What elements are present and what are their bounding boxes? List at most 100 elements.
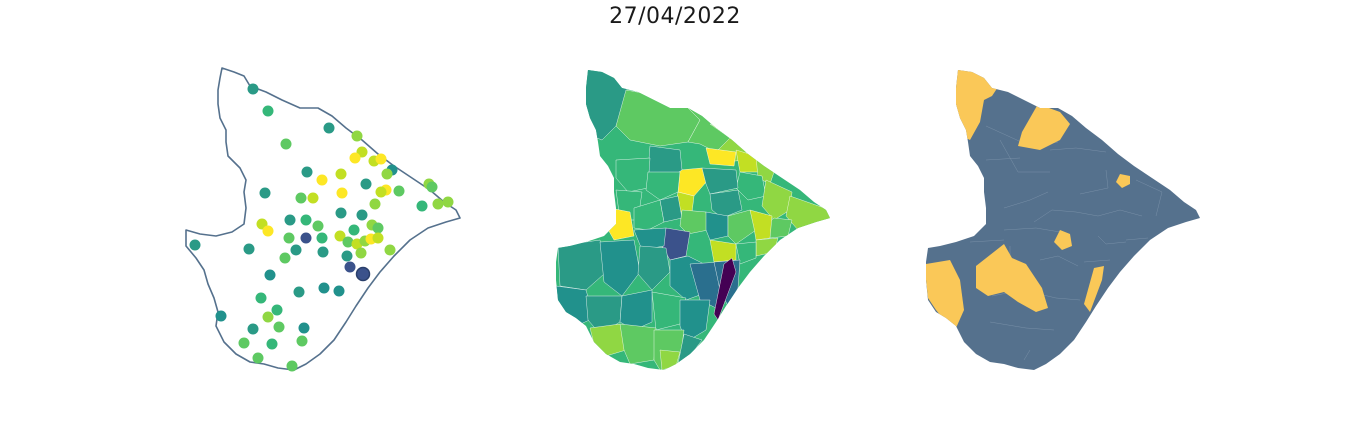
municipality-polygon — [633, 227, 667, 251]
choropleth-map — [530, 60, 870, 390]
station-point — [238, 337, 250, 349]
station-point — [295, 192, 307, 204]
station-point — [375, 186, 387, 198]
station-point — [296, 335, 308, 347]
station-point — [336, 187, 348, 199]
station-point — [318, 282, 330, 294]
station-point — [351, 130, 363, 142]
class-low-area — [950, 70, 1000, 140]
station-point — [284, 214, 296, 226]
station-point — [252, 352, 264, 364]
station-point — [426, 181, 438, 193]
municipality-polygon — [615, 89, 701, 147]
station-point — [355, 266, 371, 282]
class-low-area — [1116, 174, 1130, 188]
station-point — [372, 222, 384, 234]
station-point — [247, 83, 259, 95]
municipality-polygons — [556, 70, 830, 370]
station-point — [283, 232, 295, 244]
station-point — [416, 200, 428, 212]
municipality-polygon — [761, 179, 793, 221]
municipality-polygon — [599, 239, 641, 297]
choropleth-svg — [556, 70, 830, 370]
station-point — [262, 225, 274, 237]
municipality-polygon — [659, 195, 683, 223]
station-point — [266, 338, 278, 350]
station-point — [271, 304, 283, 316]
station-point — [369, 198, 381, 210]
station-point — [290, 244, 302, 256]
station-point — [333, 285, 345, 297]
station-point — [335, 168, 347, 180]
municipality-polygon — [679, 209, 709, 235]
station-point — [243, 243, 255, 255]
class-low-area — [926, 260, 964, 328]
municipality-polygon — [615, 157, 651, 193]
station-point — [273, 321, 285, 333]
station-point — [393, 185, 405, 197]
station-point — [344, 261, 356, 273]
municipality-polygon — [637, 245, 671, 291]
station-point — [300, 232, 312, 244]
class-low-area — [1018, 104, 1070, 150]
station-point — [259, 187, 271, 199]
station-point — [341, 250, 353, 262]
station-point — [280, 138, 292, 150]
class-low-area — [1084, 266, 1104, 312]
municipality-polygon — [645, 171, 681, 201]
station-point — [298, 322, 310, 334]
municipality-polygon — [619, 323, 657, 365]
station-point — [317, 246, 329, 258]
station-point — [381, 168, 393, 180]
municipality-polygon — [709, 189, 743, 219]
binary-classification-map — [900, 60, 1240, 390]
station-point — [262, 311, 274, 323]
station-point — [384, 244, 396, 256]
station-point — [334, 230, 346, 242]
municipality-polygon — [659, 349, 681, 370]
station-point — [375, 153, 387, 165]
station-point — [264, 269, 276, 281]
station-markers — [189, 83, 454, 372]
figure-title: 27/04/2022 — [609, 4, 741, 29]
station-point — [349, 152, 361, 164]
station-point — [316, 174, 328, 186]
region-border — [185, 67, 461, 371]
municipality-polygon — [679, 299, 711, 343]
station-point — [262, 105, 274, 117]
station-point — [286, 360, 298, 372]
class-low-area — [1054, 230, 1072, 250]
municipality-polygon — [557, 239, 605, 291]
class-low-area — [976, 244, 1048, 312]
station-point — [247, 323, 259, 335]
station-point — [279, 252, 291, 264]
municipality-polygon — [735, 241, 757, 265]
municipality-polygon — [701, 167, 739, 195]
municipality-polygon — [727, 209, 757, 245]
station-point — [215, 310, 227, 322]
municipality-polygon — [633, 199, 665, 231]
municipality-polygon — [749, 209, 773, 241]
station-point — [255, 292, 267, 304]
station-point — [335, 207, 347, 219]
station-point — [316, 232, 328, 244]
station-point — [189, 239, 201, 251]
station-point — [356, 209, 368, 221]
binary-map-svg — [926, 70, 1200, 370]
municipality-polygon — [713, 257, 737, 321]
station-point — [307, 192, 319, 204]
station-point — [442, 196, 454, 208]
station-point — [293, 286, 305, 298]
municipality-polygon — [705, 211, 729, 241]
station-point — [342, 236, 354, 248]
station-point — [312, 220, 324, 232]
station-point — [360, 178, 372, 190]
binary-regions — [926, 70, 1200, 370]
station-points-map — [160, 60, 500, 390]
station-point — [348, 224, 360, 236]
station-point — [355, 247, 367, 259]
station-point — [300, 214, 312, 226]
municipality-polygon — [619, 289, 653, 331]
station-point — [323, 122, 335, 134]
station-point — [372, 232, 384, 244]
